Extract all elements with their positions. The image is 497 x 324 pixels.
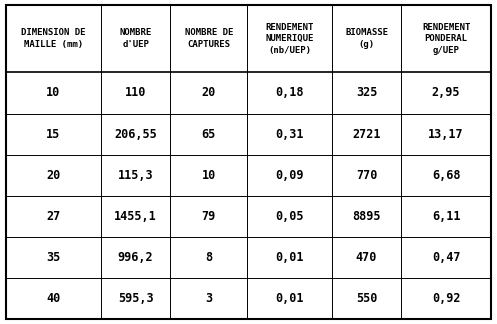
Text: 996,2: 996,2 (118, 251, 154, 264)
Text: 10: 10 (202, 169, 216, 182)
Text: NOMBRE DE
CAPTURES: NOMBRE DE CAPTURES (184, 29, 233, 49)
Text: DIMENSION DE
MAILLE (mm): DIMENSION DE MAILLE (mm) (21, 29, 85, 49)
Text: 550: 550 (356, 292, 377, 305)
Text: 1455,1: 1455,1 (114, 210, 157, 223)
Text: 0,05: 0,05 (275, 210, 304, 223)
Text: 110: 110 (125, 87, 146, 99)
Text: 6,68: 6,68 (432, 169, 460, 182)
Text: RENDEMENT
PONDERAL
g/UEP: RENDEMENT PONDERAL g/UEP (422, 23, 470, 55)
Text: 325: 325 (356, 87, 377, 99)
Text: 3: 3 (205, 292, 212, 305)
Text: 115,3: 115,3 (118, 169, 154, 182)
Text: 6,11: 6,11 (432, 210, 460, 223)
Text: 0,01: 0,01 (275, 292, 304, 305)
Text: 0,18: 0,18 (275, 87, 304, 99)
Text: 20: 20 (46, 169, 61, 182)
Text: 13,17: 13,17 (428, 128, 464, 141)
Text: 35: 35 (46, 251, 61, 264)
Text: BIOMASSE
(g): BIOMASSE (g) (345, 29, 388, 49)
Text: 8: 8 (205, 251, 212, 264)
Text: 2,95: 2,95 (432, 87, 460, 99)
Text: 27: 27 (46, 210, 61, 223)
Text: 65: 65 (202, 128, 216, 141)
Text: 595,3: 595,3 (118, 292, 154, 305)
Text: 0,92: 0,92 (432, 292, 460, 305)
Text: 2721: 2721 (352, 128, 381, 141)
Text: 0,31: 0,31 (275, 128, 304, 141)
Text: 15: 15 (46, 128, 61, 141)
Text: 10: 10 (46, 87, 61, 99)
Text: NOMBRE
d'UEP: NOMBRE d'UEP (119, 29, 152, 49)
Text: 206,55: 206,55 (114, 128, 157, 141)
Text: 8895: 8895 (352, 210, 381, 223)
Text: 470: 470 (356, 251, 377, 264)
Text: 79: 79 (202, 210, 216, 223)
Text: 0,01: 0,01 (275, 251, 304, 264)
Text: RENDEMENT
NUMERIQUE
(nb/UEP): RENDEMENT NUMERIQUE (nb/UEP) (265, 23, 314, 55)
Text: 20: 20 (202, 87, 216, 99)
Text: 0,09: 0,09 (275, 169, 304, 182)
Text: 40: 40 (46, 292, 61, 305)
Text: 770: 770 (356, 169, 377, 182)
Text: 0,47: 0,47 (432, 251, 460, 264)
